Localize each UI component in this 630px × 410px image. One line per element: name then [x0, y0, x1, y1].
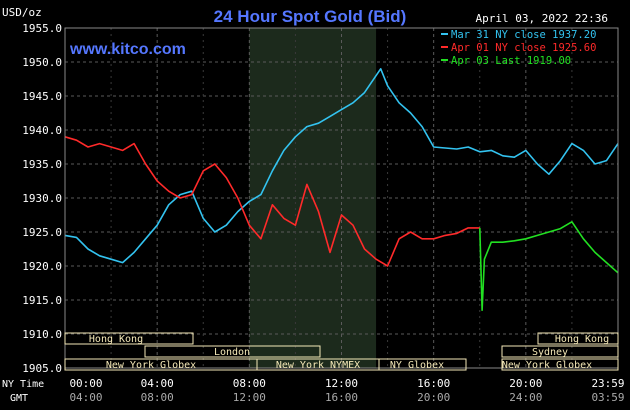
x-tick-gmt: 08:00 [141, 391, 174, 404]
session-label-ny-globex-mid: NY Globex [390, 360, 444, 371]
session-label-hong-kong-right: Hong Kong [555, 334, 609, 345]
x-tick-gmt: 20:00 [417, 391, 450, 404]
x-tick-ny: 16:00 [417, 377, 450, 390]
session-label-ny-globex-left: New York Globex [106, 360, 196, 371]
y-tick-label: 1940.0 [22, 124, 62, 137]
session-label-ny-globex-right: New York Globex [502, 360, 592, 371]
market-sessions: Hong Kong London New York Globex New Yor… [64, 332, 619, 371]
session-london [144, 345, 321, 358]
x-axis: NY Time GMT 00:0004:0004:0008:0008:0012:… [2, 377, 625, 404]
session-ny-globex-right [501, 358, 619, 371]
legend-apr03: Apr 03 Last 1919.00 [451, 55, 571, 67]
kitco-watermark: www.kitco.com [69, 41, 186, 58]
session-label-ny-nymex: New York NYMEX [276, 360, 360, 371]
y-tick-label: 1955.0 [22, 22, 62, 35]
x-tick-gmt: 16:00 [325, 391, 358, 404]
x-tick-ny: 08:00 [233, 377, 266, 390]
session-ny-globex-mid [378, 358, 467, 371]
series-layer [64, 68, 619, 311]
gmt-label: GMT [10, 393, 28, 404]
y-tick-label: 1910.0 [22, 328, 62, 341]
x-tick-gmt: 04:00 [69, 391, 102, 404]
x-tick-ny: 23:59 [591, 377, 624, 390]
x-tick-ny: 20:00 [509, 377, 542, 390]
session-hong-kong-right [537, 332, 619, 345]
plot-border [64, 27, 619, 369]
series-line-1 [64, 136, 480, 267]
session-label-sydney: Sydney [532, 347, 568, 358]
x-tick-ny: 00:00 [69, 377, 102, 390]
series-line-0 [64, 68, 619, 264]
legend: Mar 31 NY close 1937.20 Apr 01 NY close … [441, 29, 596, 67]
legend-apr01: Apr 01 NY close 1925.60 [451, 42, 596, 54]
y-tick-label: 1915.0 [22, 294, 62, 307]
y-axis: 1905.0 1910.0 1915.0 1920.0 1925.0 1930.0 1935… [22, 22, 62, 375]
y-axis-label: USD/oz [2, 6, 42, 19]
session-label-london: London [214, 347, 250, 358]
y-tick-label: 1925.0 [22, 226, 62, 239]
x-tick-gmt: 12:00 [233, 391, 266, 404]
legend-mar31: Mar 31 NY close 1937.20 [451, 29, 596, 41]
session-label-hong-kong-left: Hong Kong [89, 334, 143, 345]
y-tick-label: 1950.0 [22, 56, 62, 69]
session-sydney [501, 345, 619, 358]
y-tick-label: 1945.0 [22, 90, 62, 103]
y-tick-label: 1920.0 [22, 260, 62, 273]
series-line-2 [479, 221, 619, 311]
y-tick-label: 1905.0 [22, 362, 62, 375]
ny-time-label: NY Time [2, 379, 44, 390]
session-hong-kong-left [64, 332, 194, 345]
x-tick-ny: 04:00 [141, 377, 174, 390]
y-tick-label: 1935.0 [22, 158, 62, 171]
y-tick-label: 1930.0 [22, 192, 62, 205]
chart-title: 24 Hour Spot Gold (Bid) [214, 7, 407, 26]
x-tick-gmt: 24:00 [509, 391, 542, 404]
x-tick-gmt: 03:59 [591, 391, 624, 404]
timestamp: April 03, 2022 22:36 [476, 12, 608, 25]
x-tick-ny: 12:00 [325, 377, 358, 390]
